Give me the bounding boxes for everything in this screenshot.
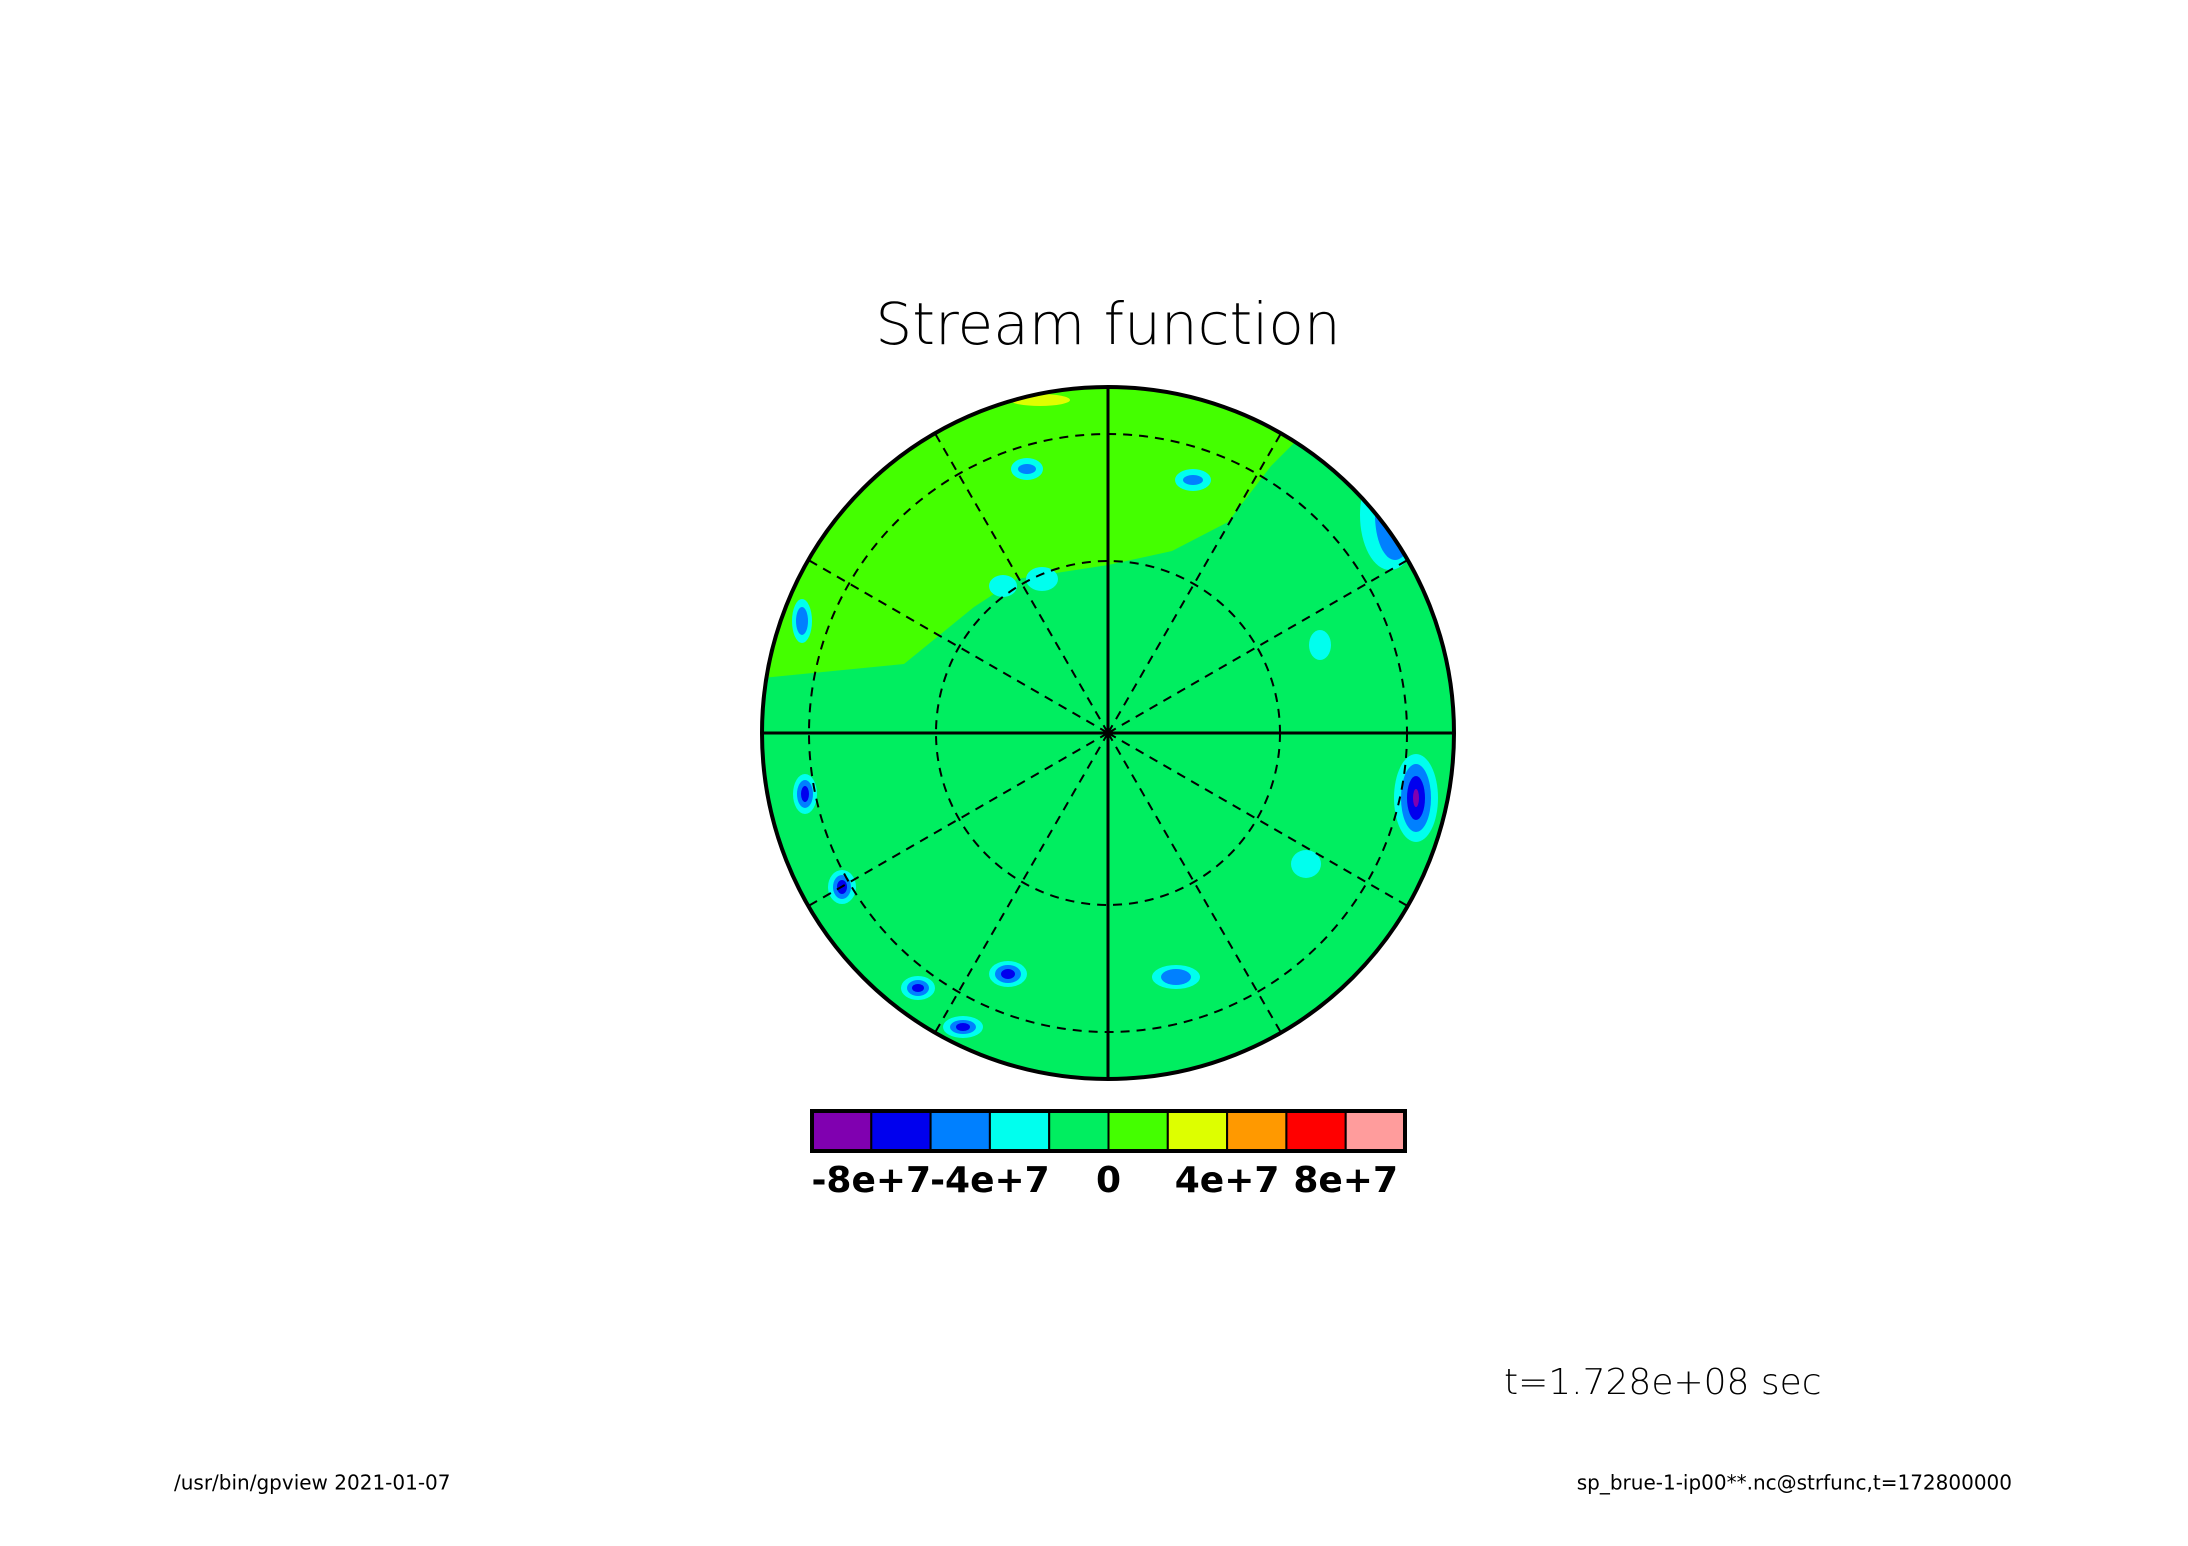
colorbar-tick-label: 8e+7 — [1293, 1160, 1398, 1201]
grid-spoke — [934, 432, 1109, 734]
colorbar-cell — [1226, 1110, 1288, 1152]
colorbar-cell — [1344, 1110, 1406, 1152]
colorbar-tick-label: 4e+7 — [1175, 1160, 1280, 1201]
colorbar-tick-label: -4e+7 — [930, 1160, 1050, 1201]
colorbar-cell — [1107, 1110, 1169, 1152]
colorbar-tick-label: -8e+7 — [811, 1160, 931, 1201]
colorbar-cell — [1048, 1110, 1110, 1152]
colorbar-cell — [1166, 1110, 1229, 1152]
time-annotation: t=1.728e+08 sec — [1504, 1362, 1822, 1403]
grid-spoke — [1107, 432, 1282, 734]
grid-spoke — [934, 732, 1109, 1034]
chart-title: Stream function — [875, 290, 1340, 358]
grid-spoke — [1107, 732, 1409, 907]
grid-spoke — [1107, 559, 1409, 734]
colorbar-cell — [1285, 1110, 1347, 1152]
colorbar-cell — [870, 1110, 932, 1152]
grid-spoke — [1107, 732, 1282, 1034]
colorbar-frame — [810, 1109, 1407, 1153]
map-grid — [760, 385, 1456, 1081]
colorbar-cell — [929, 1110, 991, 1152]
contour-field — [762, 387, 1454, 1079]
footer-left: /usr/bin/gpview 2021-01-07 — [174, 1471, 451, 1495]
colorbar-cell — [988, 1110, 1051, 1152]
footer-right: sp_brue-1-ip00**.nc@strfunc,t=172800000 — [1577, 1471, 2012, 1495]
grid-spoke — [807, 732, 1109, 907]
colorbar-tick-label: 0 — [1096, 1160, 1121, 1201]
grid-spoke — [807, 559, 1109, 734]
colorbar-cell — [811, 1110, 873, 1152]
